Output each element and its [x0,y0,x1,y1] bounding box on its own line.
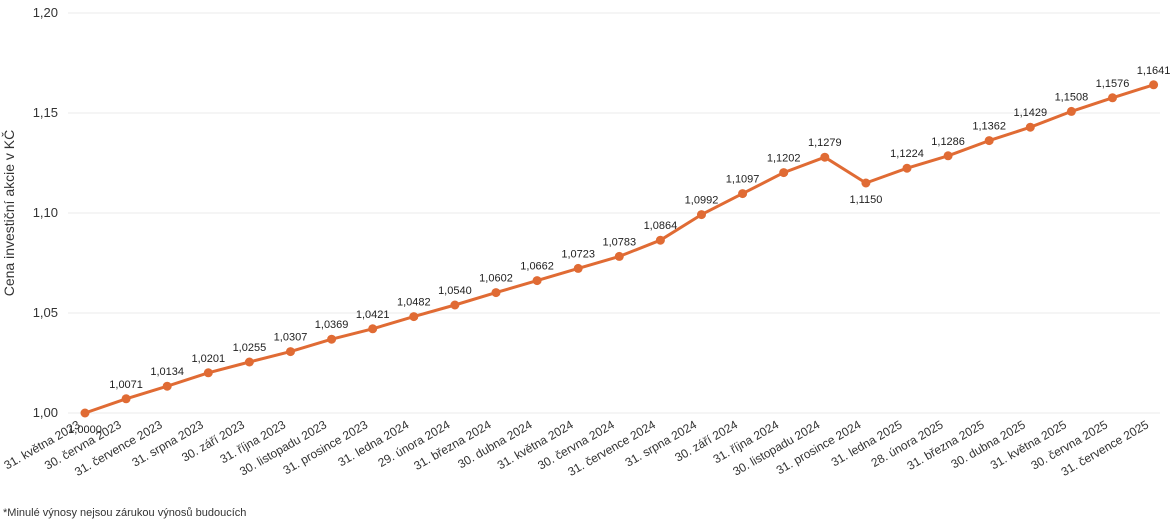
data-point[interactable] [614,251,624,261]
data-label: 1,0255 [233,342,267,354]
data-label: 1,1286 [931,136,965,148]
y-axis-ticks: 1,00 1,05 1,10 1,15 1,20 [33,5,58,420]
data-label: 1,1202 [767,153,801,165]
data-label: 1,0071 [109,379,143,391]
data-point[interactable] [1108,93,1117,103]
data-point[interactable] [203,368,213,378]
data-point[interactable] [450,300,460,310]
y-axis-label: Cena investiční akcie v KČ [1,130,17,297]
data-label: 1,0992 [685,195,719,207]
data-point[interactable] [655,235,665,245]
data-label: 1,1508 [1055,91,1089,103]
data-points [80,80,1159,418]
data-point[interactable] [697,210,706,220]
data-label: 1,1224 [890,148,924,160]
data-point[interactable] [409,312,419,322]
data-labels: 1,0000 1,0071 1,0134 1,0201 1,0255 1,0307 1,03… [68,65,1170,436]
data-point[interactable] [820,152,830,162]
data-point[interactable] [491,288,501,298]
y-tick-label: 1,20 [33,5,58,20]
y-tick-label: 1,00 [33,405,58,420]
data-point[interactable] [368,324,378,334]
data-label: 1,1097 [726,174,760,186]
data-point[interactable] [80,408,90,418]
y-tick-label: 1,15 [33,105,58,120]
data-label: 1,0783 [602,236,636,248]
data-point[interactable] [244,357,254,367]
data-point[interactable] [532,276,542,286]
data-label: 1,1576 [1096,78,1130,90]
grid-lines [68,12,1160,414]
data-label: 1,0307 [274,332,308,344]
data-label: 1,0421 [356,309,390,321]
data-point[interactable] [738,189,748,199]
data-label: 1,0000 [68,424,102,436]
data-point[interactable] [121,394,131,404]
data-point[interactable] [779,168,789,178]
data-label: 1,0482 [397,297,431,309]
data-label: 1,0134 [150,366,184,378]
data-label: 1,1641 [1137,65,1171,77]
data-point[interactable] [902,163,912,173]
data-label: 1,0201 [191,353,225,365]
data-label: 1,0864 [644,220,678,232]
data-point[interactable] [1066,106,1076,116]
y-tick-label: 1,05 [33,305,58,320]
data-point[interactable] [573,263,583,273]
data-label: 1,0662 [520,261,554,273]
data-point[interactable] [943,151,953,161]
data-label: 1,1429 [1013,107,1047,119]
data-label: 1,0602 [479,273,513,285]
data-label: 1,0723 [561,248,595,260]
data-label: 1,1362 [972,121,1006,133]
data-label: 1,0540 [438,285,472,297]
data-point[interactable] [162,381,172,391]
data-point[interactable] [327,334,337,344]
data-label: 1,0369 [315,319,349,331]
data-point[interactable] [286,347,295,357]
data-label: 1,1150 [849,194,882,206]
data-label: 1,1279 [808,137,842,149]
data-point[interactable] [861,178,871,188]
data-point[interactable] [1149,80,1159,90]
y-tick-label: 1,10 [33,205,58,220]
data-point[interactable] [984,136,994,146]
data-point[interactable] [1025,122,1035,132]
footnote: *Minulé výnosy nejsou zárukou výnosů bud… [3,507,247,519]
